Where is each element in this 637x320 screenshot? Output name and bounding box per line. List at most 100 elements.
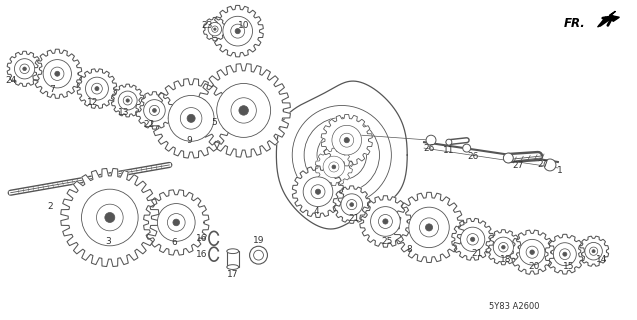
Circle shape <box>315 189 320 194</box>
Text: 21: 21 <box>348 214 359 223</box>
Text: 23: 23 <box>201 21 213 30</box>
Circle shape <box>173 219 180 226</box>
Polygon shape <box>598 11 619 27</box>
Polygon shape <box>61 168 159 267</box>
Circle shape <box>149 105 159 116</box>
Text: 13: 13 <box>118 108 129 117</box>
Ellipse shape <box>227 265 239 269</box>
Polygon shape <box>510 230 554 274</box>
Text: 22: 22 <box>143 120 154 129</box>
Text: 25: 25 <box>382 237 393 246</box>
Circle shape <box>559 249 570 260</box>
Circle shape <box>544 159 556 171</box>
Circle shape <box>493 237 513 257</box>
Polygon shape <box>360 196 411 247</box>
Circle shape <box>311 185 325 199</box>
Circle shape <box>168 95 214 141</box>
Polygon shape <box>321 115 373 166</box>
Circle shape <box>187 114 195 123</box>
Text: 16: 16 <box>196 250 208 259</box>
Text: 20: 20 <box>529 261 540 271</box>
Circle shape <box>123 96 132 105</box>
Polygon shape <box>143 190 209 255</box>
Circle shape <box>180 108 202 129</box>
Text: 2: 2 <box>48 202 53 211</box>
Circle shape <box>467 234 478 245</box>
Circle shape <box>471 237 475 242</box>
Circle shape <box>554 243 576 266</box>
Circle shape <box>499 243 508 252</box>
Circle shape <box>43 60 71 88</box>
Polygon shape <box>111 84 144 117</box>
Circle shape <box>347 200 357 210</box>
Circle shape <box>254 250 264 260</box>
Circle shape <box>530 250 534 254</box>
Text: 18: 18 <box>499 255 511 264</box>
Circle shape <box>152 108 156 112</box>
Text: 27: 27 <box>538 160 548 170</box>
Circle shape <box>526 246 538 258</box>
Polygon shape <box>197 64 290 157</box>
Circle shape <box>378 214 392 228</box>
Circle shape <box>462 144 471 152</box>
Circle shape <box>239 106 248 115</box>
Circle shape <box>208 22 222 36</box>
Text: 21: 21 <box>471 249 482 258</box>
Polygon shape <box>545 234 585 274</box>
Circle shape <box>344 138 349 143</box>
Circle shape <box>144 100 165 121</box>
Polygon shape <box>292 166 343 218</box>
Polygon shape <box>136 92 173 129</box>
Circle shape <box>329 162 339 172</box>
Polygon shape <box>315 148 352 186</box>
Circle shape <box>126 99 129 102</box>
Text: 6: 6 <box>171 238 177 247</box>
Circle shape <box>15 59 34 79</box>
Circle shape <box>20 64 29 74</box>
Bar <box>227 251 239 267</box>
Polygon shape <box>394 192 464 262</box>
Circle shape <box>446 139 452 145</box>
Circle shape <box>214 28 216 30</box>
Polygon shape <box>578 236 608 266</box>
Text: 5Y83 A2600: 5Y83 A2600 <box>489 302 539 311</box>
Text: 26: 26 <box>467 152 478 161</box>
Polygon shape <box>203 18 226 41</box>
Text: 14: 14 <box>596 255 607 264</box>
Circle shape <box>231 98 256 123</box>
Circle shape <box>235 28 240 34</box>
Circle shape <box>323 156 345 178</box>
Text: FR.: FR. <box>564 17 585 30</box>
Circle shape <box>55 71 60 76</box>
Polygon shape <box>77 69 117 108</box>
Circle shape <box>409 207 449 248</box>
Text: 8: 8 <box>406 245 412 254</box>
Circle shape <box>519 239 545 265</box>
Polygon shape <box>486 230 521 265</box>
Circle shape <box>118 91 137 110</box>
Circle shape <box>503 153 513 163</box>
Circle shape <box>157 204 195 241</box>
Circle shape <box>589 247 598 255</box>
Circle shape <box>250 246 268 264</box>
Circle shape <box>501 245 505 249</box>
Circle shape <box>85 77 108 100</box>
Circle shape <box>340 133 354 147</box>
Circle shape <box>92 83 103 94</box>
Text: 15: 15 <box>563 261 575 271</box>
Circle shape <box>585 243 603 260</box>
Text: 5: 5 <box>211 118 217 127</box>
Circle shape <box>95 87 99 91</box>
Polygon shape <box>33 49 82 98</box>
Text: 9: 9 <box>186 136 192 145</box>
Circle shape <box>563 252 567 256</box>
Polygon shape <box>333 186 370 223</box>
Circle shape <box>371 207 400 236</box>
Text: 12: 12 <box>87 98 99 107</box>
Polygon shape <box>152 79 231 158</box>
Text: 27: 27 <box>513 162 524 171</box>
Text: 10: 10 <box>238 21 250 30</box>
Text: 4: 4 <box>313 207 319 216</box>
Circle shape <box>211 26 218 32</box>
Circle shape <box>332 125 362 155</box>
